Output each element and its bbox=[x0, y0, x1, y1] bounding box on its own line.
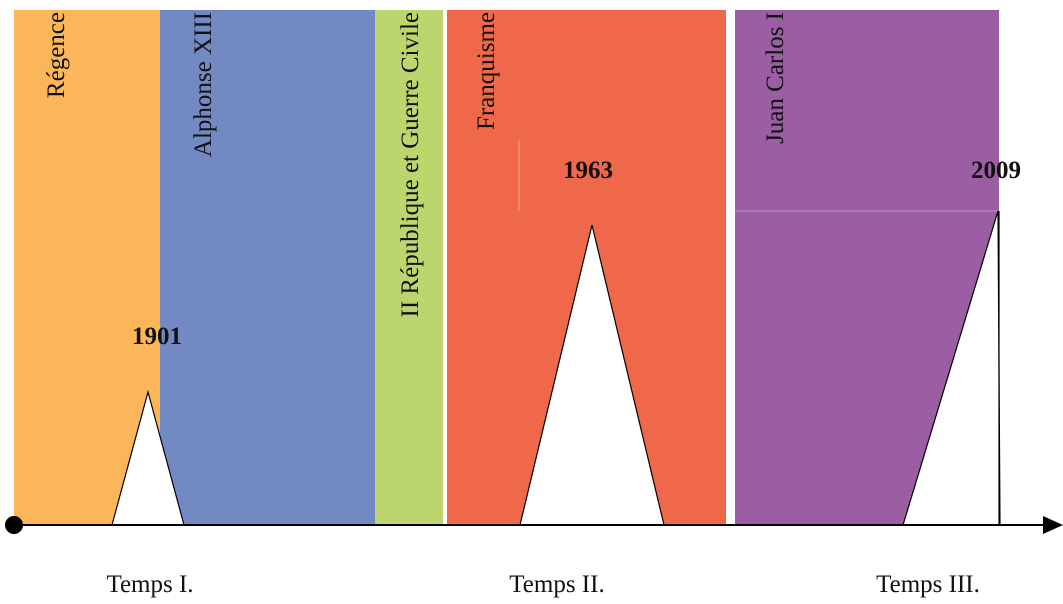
time-label-2: Temps II. bbox=[509, 571, 604, 598]
period-label-alphonse: Alphonse XIII bbox=[190, 12, 217, 157]
band-alphonse bbox=[160, 10, 375, 525]
period-label-franquisme: Franquisme bbox=[473, 12, 500, 130]
period-label-regence: Régence bbox=[43, 12, 70, 98]
time-label-1: Temps I. bbox=[106, 571, 193, 598]
time-label-3: Temps III. bbox=[876, 571, 980, 598]
year-label-2009: 2009 bbox=[971, 157, 1021, 184]
period-label-republique: II République et Guerre Civile bbox=[397, 12, 424, 317]
axis-start-dot bbox=[5, 516, 23, 534]
period-label-juan-carlos: Juan Carlos I bbox=[762, 12, 789, 144]
year-label-1901: 1901 bbox=[132, 323, 182, 350]
axis-arrow-head bbox=[1043, 516, 1063, 534]
year-label-1963: 1963 bbox=[563, 157, 613, 184]
band-republique bbox=[375, 10, 443, 525]
